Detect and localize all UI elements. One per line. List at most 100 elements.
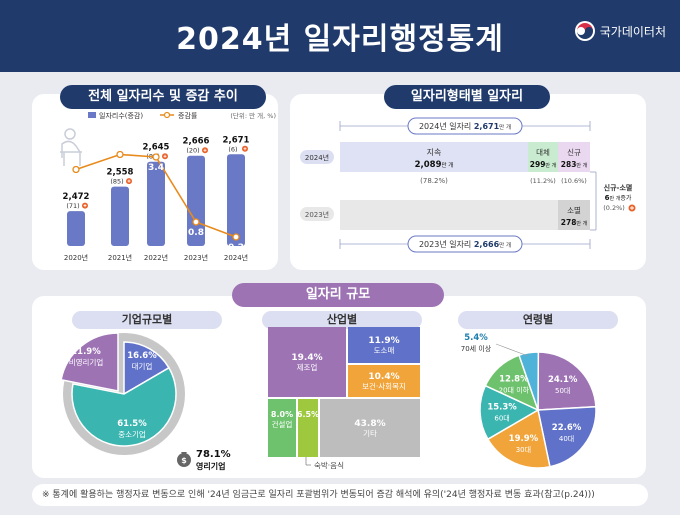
age-category-label: 40대 bbox=[559, 435, 574, 443]
net-plus-glyph bbox=[630, 206, 634, 210]
bar-change-label: (20) bbox=[186, 147, 199, 155]
age-title: 연령별 bbox=[458, 311, 618, 329]
treemap-value-label: 10.4% bbox=[368, 372, 399, 382]
slice-non-profit bbox=[60, 332, 119, 392]
bar-2022년 bbox=[147, 161, 165, 246]
x-tick-label: 2023년 bbox=[184, 253, 208, 262]
treemap-제조업 bbox=[268, 327, 346, 397]
legend-rate-label: 증감률 bbox=[178, 112, 198, 120]
total-2024-text: 2024년 일자리 2,671만 개 bbox=[419, 121, 511, 131]
job-form-chart: 2024년 일자리 2,671만 개 2024년 2023년 지속 2,089만… bbox=[300, 117, 636, 253]
age-value-label: 22.6% bbox=[552, 423, 582, 433]
gone-label: 소멸 bbox=[567, 205, 581, 215]
new-pct: (10.6%) bbox=[561, 177, 587, 185]
plus-glyph bbox=[163, 154, 167, 158]
treemap-숙박·음식 bbox=[298, 399, 318, 457]
rate-point bbox=[232, 233, 240, 241]
age-category-label: 50대 bbox=[555, 387, 570, 395]
year-2023-label: 2023년 bbox=[305, 210, 329, 219]
bar-disappeared bbox=[558, 200, 590, 230]
age-slice-50대 bbox=[537, 351, 597, 411]
age-category-label: 60대 bbox=[494, 415, 509, 423]
x-tick-label: 2020년 bbox=[64, 253, 88, 262]
rate-point bbox=[192, 218, 200, 226]
treemap-도소매 bbox=[348, 327, 420, 363]
total-2023-pill bbox=[407, 235, 523, 253]
bar-change-label: (71) bbox=[66, 202, 79, 210]
hosp-note: 숙박·음식 bbox=[314, 460, 344, 470]
bar-change-label: (85) bbox=[110, 178, 123, 186]
bar-2021년 bbox=[111, 186, 129, 246]
legend-line-dot bbox=[163, 111, 171, 119]
treemap-category-label: 보건·사회복지 bbox=[362, 381, 406, 391]
treemap-value-label: 6.5% bbox=[297, 410, 319, 419]
slice-large-company bbox=[123, 341, 170, 396]
company-size-chart: 16.6%대기업 61.5%중소기업 21.9%비영리기업 $ 78.1% 영리기업 bbox=[60, 332, 231, 471]
age-category-label: 20대 이하 bbox=[499, 385, 530, 394]
bar-new bbox=[558, 142, 590, 172]
treemap-value-label: 8.0% bbox=[271, 410, 293, 419]
slice-category-label: 중소기업 bbox=[118, 430, 146, 439]
treemap-value-label: 43.8% bbox=[354, 419, 385, 429]
brand-name: 국가데이터처 bbox=[599, 24, 666, 39]
company-size-title: 기업규모별 bbox=[72, 311, 222, 329]
rate-label: 0.8 bbox=[188, 228, 204, 238]
bar-value-label: 2,671 bbox=[223, 135, 250, 145]
page-title: 2024년 일자리행정통계 bbox=[176, 22, 504, 57]
cont-pct: (78.2%) bbox=[420, 177, 448, 185]
slice-category-label: 대기업 bbox=[132, 362, 153, 371]
bar-2023-retained bbox=[340, 200, 558, 230]
new-value: 283만 개 bbox=[561, 160, 588, 169]
x-tick-label: 2022년 bbox=[144, 253, 168, 262]
total-jobs-title: 전체 일자리수 및 증감 추이 bbox=[60, 85, 266, 109]
treemap-category-label: 도소매 bbox=[374, 346, 395, 355]
money-bag-icon: $ bbox=[177, 452, 191, 467]
age-slice-60대 bbox=[479, 384, 540, 441]
bar-value-label: 2,558 bbox=[107, 168, 134, 178]
total-2023-text: 2023년 일자리 2,666만 개 bbox=[419, 239, 511, 249]
slice-category-label: 비영리기업 bbox=[69, 357, 104, 367]
bar-value-label: 2,645 bbox=[143, 143, 170, 153]
for-profit-label: 영리기업 bbox=[196, 461, 225, 471]
svg-text:$: $ bbox=[181, 456, 187, 465]
age-value-label: 15.3% bbox=[487, 403, 517, 413]
plus-glyph bbox=[83, 204, 87, 208]
legend-jobs-label: 일자리수(증감) bbox=[99, 111, 143, 120]
age-value-label: 24.1% bbox=[548, 375, 578, 385]
repl-value: 299만 개 bbox=[530, 160, 557, 169]
industry-chart: 19.4%제조업 11.9%도소매 10.4%보건·사회복지 8.0%건설업 6.5% 4… bbox=[268, 327, 420, 470]
x-tick-label: 2021년 bbox=[108, 253, 132, 262]
rate-label: 3.4 bbox=[148, 163, 164, 173]
legend-bar-swatch bbox=[88, 112, 96, 118]
bar-change-label: (6) bbox=[228, 145, 237, 153]
for-profit-value: 78.1% bbox=[196, 449, 231, 460]
age-value-label: 19.9% bbox=[509, 434, 539, 444]
job-form-title: 일자리형태별 일자리 bbox=[384, 85, 550, 109]
slice-value-label: 16.6% bbox=[127, 351, 157, 361]
age-category-label: 30대 bbox=[516, 446, 531, 454]
age-slice-70세 이상 bbox=[518, 351, 540, 411]
plus-glyph bbox=[243, 147, 247, 151]
treemap-기타 bbox=[320, 399, 420, 457]
header: 2024년 일자리행정통계 국가데이터처 bbox=[0, 0, 680, 72]
age-value-label: 12.8% bbox=[499, 374, 529, 384]
age-slice-40대 bbox=[537, 405, 597, 468]
rate-point bbox=[72, 165, 80, 174]
x-tick-label: 2024년 bbox=[224, 253, 248, 262]
net-label: 신규-소멸 bbox=[604, 183, 633, 192]
cont-value: 2,089만 개 bbox=[415, 160, 454, 170]
repl-label: 대체 bbox=[536, 147, 550, 157]
treemap-value-label: 19.4% bbox=[291, 353, 322, 363]
unit-label: (단위: 만 개, %) bbox=[230, 111, 276, 120]
total-jobs-chart: 일자리수(증감) 증감률 (단위: 만 개, %) 2,472(71) 2,558… bbox=[60, 111, 276, 262]
rate-point bbox=[152, 153, 160, 161]
treemap-category-label: 건설업 bbox=[272, 419, 293, 429]
year-2024-badge bbox=[300, 150, 334, 164]
slice-value-label: 61.5% bbox=[117, 419, 147, 429]
age-slice-30대 bbox=[486, 408, 551, 469]
year-2023-badge bbox=[300, 207, 334, 221]
bar-value-label: 2,666 bbox=[183, 137, 210, 147]
treemap-category-label: 기타 bbox=[363, 429, 377, 438]
rate-point bbox=[116, 150, 124, 159]
job-scale-title: 일자리 규모 bbox=[232, 283, 444, 307]
